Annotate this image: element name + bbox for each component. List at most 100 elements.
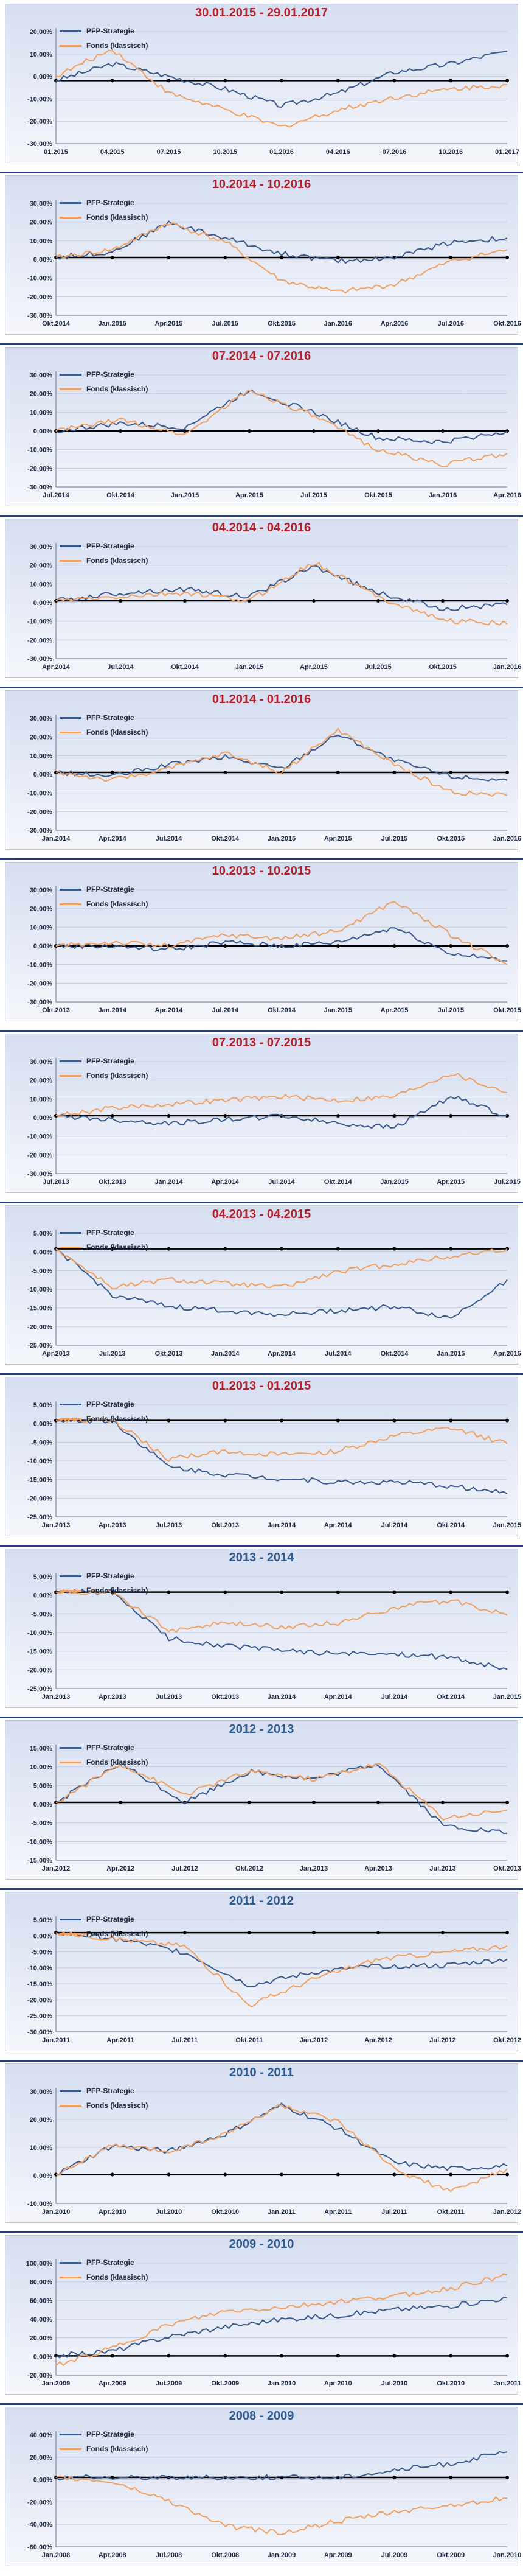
x-tick-label: 10.2015 — [213, 149, 237, 156]
x-tick-label: Jul.2014 — [156, 835, 182, 842]
baseline-marker — [336, 1418, 340, 1423]
baseline-marker — [54, 79, 58, 83]
chart-title: 10.2014 - 10.2016 — [212, 178, 311, 191]
x-tick-label: Okt.2014 — [171, 663, 199, 671]
y-tick-label: 10,00% — [30, 237, 53, 245]
baseline-marker — [392, 2172, 397, 2177]
chart-title: 2009 - 2010 — [229, 2238, 294, 2251]
y-tick-label: 60,00% — [30, 2297, 53, 2305]
legend-entry: Fonds (klassisch) — [56, 2270, 173, 2284]
x-tick-label: Apr.2011 — [106, 2037, 134, 2044]
y-tick-label: -30,00% — [27, 1171, 52, 1178]
legend-entry: PFP-Strategie — [56, 2256, 173, 2269]
baseline-marker — [441, 1931, 445, 1935]
legend-swatch — [60, 889, 81, 891]
x-tick-label: Jan.2012 — [300, 2037, 328, 2044]
baseline-marker — [280, 1418, 283, 1423]
line-chart: 100,00% 80,00% 60,00% 40,00% 20,00% 0,00% -20,… — [26, 2259, 521, 2387]
legend-entry: Fonds (klassisch) — [56, 554, 173, 567]
y-tick-label: 10,00% — [30, 51, 53, 58]
x-tick-label: Apr.2009 — [324, 2552, 352, 2559]
baseline-marker — [312, 599, 316, 603]
y-tick-label: 40,00% — [30, 2316, 53, 2323]
x-tick-label: Jul.2013 — [99, 1350, 125, 1357]
line-chart: 30,00% 20,00% 10,00% 0,00% -10,00% -20,00% -30… — [27, 200, 521, 327]
baseline-marker — [449, 1590, 453, 1594]
series-line-pfp-strategie — [55, 389, 508, 444]
legend-swatch — [60, 2090, 81, 2092]
baseline-marker — [110, 1114, 114, 1118]
baseline-marker — [392, 944, 397, 948]
legend-entry: Fonds (klassisch) — [56, 1241, 173, 1254]
legend-swatch — [60, 30, 81, 32]
series-line-fonds-klassisch — [55, 49, 508, 128]
x-tick-label: Jan.2011 — [268, 2208, 296, 2216]
baseline-marker — [449, 944, 453, 948]
legend-swatch — [60, 1060, 81, 1062]
y-tick-label: 40,00% — [30, 2432, 53, 2439]
legend-entry: PFP-Strategie — [56, 1398, 173, 1411]
panel-separator — [0, 1030, 523, 1032]
legend-entry: Fonds (klassisch) — [56, 382, 173, 396]
x-tick-label: Apr.2014 — [99, 835, 127, 842]
legend-label: PFP-Strategie — [86, 1743, 134, 1752]
legend-entry: Fonds (klassisch) — [56, 2442, 173, 2455]
baseline-marker — [505, 1931, 509, 1935]
x-tick-label: Okt.2014 — [324, 1178, 353, 1186]
x-tick-label: 04.2015 — [100, 149, 125, 156]
y-tick-label: -20,00% — [27, 1323, 52, 1331]
x-tick-label: Apr.2013 — [99, 1693, 126, 1701]
chart-legend: PFP-Strategie Fonds (klassisch) — [56, 2427, 173, 2458]
chart-title: 2012 - 2013 — [229, 1723, 294, 1736]
y-tick-label: -10,00% — [27, 2200, 52, 2208]
baseline-marker — [280, 256, 283, 259]
legend-entry: PFP-Strategie — [56, 196, 173, 209]
baseline-marker — [183, 599, 187, 603]
x-tick-label: Jul.2016 — [438, 320, 464, 327]
baseline-marker — [505, 2354, 509, 2358]
x-tick-label: Jan.2011 — [493, 2380, 521, 2387]
series-line-pfp-strategie — [55, 1248, 508, 1319]
x-tick-label: Apr.2015 — [437, 1178, 465, 1186]
series-line-fonds-klassisch — [55, 222, 508, 294]
y-tick-label: 20,00% — [30, 2454, 53, 2462]
series-line-fonds-klassisch — [55, 1073, 508, 1116]
legend-entry: Fonds (klassisch) — [56, 897, 173, 911]
series-line-fonds-klassisch — [55, 1931, 508, 2007]
baseline-marker — [312, 429, 316, 433]
baseline-marker — [449, 79, 453, 83]
x-tick-label: Jul.2014 — [212, 1007, 239, 1014]
chart-title: 07.2014 - 07.2016 — [212, 349, 311, 363]
chart-legend: PFP-Strategie Fonds (klassisch) — [56, 1054, 173, 1085]
x-tick-label: Jan.2016 — [324, 320, 352, 327]
x-tick-label: Okt.2013 — [211, 1522, 239, 1529]
legend-entry: Fonds (klassisch) — [56, 1584, 173, 1597]
legend-label: PFP-Strategie — [86, 2430, 134, 2438]
line-chart: 30,00% 20,00% 10,00% 0,00% -10,00%Jan.2010 Ap… — [27, 2088, 521, 2216]
x-tick-label: Apr.2015 — [493, 1350, 521, 1357]
legend-swatch — [60, 1933, 81, 1935]
legend-swatch — [60, 1575, 81, 1577]
legend-swatch — [60, 2105, 81, 2107]
plot-area — [5, 2407, 518, 2566]
x-tick-label: Jul.2013 — [156, 1693, 182, 1701]
x-tick-label: Apr.2016 — [381, 320, 409, 327]
baseline-marker — [336, 1114, 340, 1118]
panel-separator — [0, 858, 523, 860]
baseline-marker — [280, 2354, 283, 2358]
y-tick-label: -10,00% — [27, 790, 52, 797]
y-tick-label: 5,00% — [33, 1917, 52, 1924]
series-line-fonds-klassisch — [55, 562, 508, 626]
x-tick-label: Jul.2015 — [494, 1178, 520, 1186]
y-tick-label: 0,00% — [33, 1249, 52, 1256]
legend-swatch — [60, 1404, 81, 1405]
x-tick-label: Apr.2013 — [99, 1522, 126, 1529]
y-tick-label: 10,00% — [30, 581, 53, 588]
y-tick-label: -30,00% — [27, 999, 52, 1006]
x-tick-label: Jul.2015 — [365, 663, 391, 671]
legend-label: PFP-Strategie — [86, 1915, 134, 1923]
baseline-marker — [441, 599, 445, 603]
chart-title: 01.2013 - 01.2015 — [212, 1379, 311, 1393]
baseline-marker — [505, 256, 509, 259]
series-line-pfp-strategie — [55, 1589, 508, 1670]
